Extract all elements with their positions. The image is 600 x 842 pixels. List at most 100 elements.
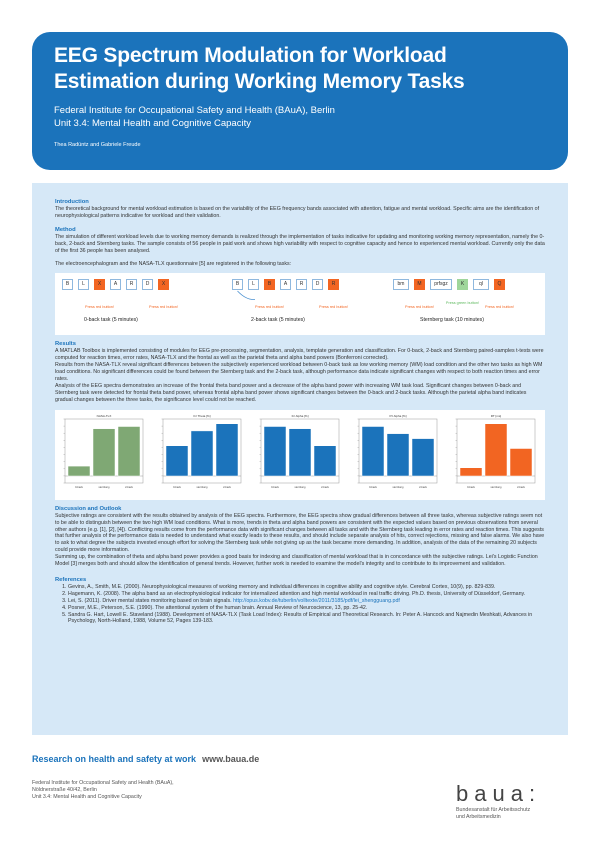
arrow — [237, 291, 255, 301]
reference-4: Posner, M.E., Peterson, S.E. (1990). The… — [68, 605, 545, 612]
task-stimulus: R — [126, 279, 137, 291]
x-tick-label: sternberg — [295, 485, 307, 489]
address-line-3: Unit 3.4: Mental Health and Cognitive Ca… — [32, 794, 142, 800]
x-tick-label: sternberg — [491, 485, 503, 489]
title-line-2: Estimation during Working Memory Tasks — [54, 70, 465, 93]
unit: Unit 3.4: Mental Health and Cognitive Ca… — [54, 118, 251, 129]
poster-title: EEG Spectrum Modulation for Workload Esti… — [54, 43, 546, 95]
introduction-heading: Introduction — [55, 199, 89, 205]
bar-0-back — [67, 465, 91, 476]
x-tick-label: 0-back — [173, 485, 181, 489]
results-p3: Analysis of the EEG spectra demonstrates… — [55, 382, 527, 403]
bar-0-back — [263, 425, 287, 476]
chart-title: Fz Alpha [%] — [292, 414, 309, 418]
discussion-p1: Subjective ratings are consistent with t… — [55, 512, 545, 554]
chart-title: Pz Alpha [%] — [389, 414, 406, 418]
slogan-text: Research on health and safety at work — [32, 754, 197, 764]
chart-title: NASA-TLX — [97, 414, 112, 418]
task-stimulus: X — [94, 279, 105, 291]
results-p2: Results from the NASA-TLX reveal signifi… — [55, 362, 543, 383]
title-line-1: EEG Spectrum Modulation for Workload — [54, 44, 447, 67]
task-stimulus: K — [457, 279, 468, 291]
press-instruction: Press red button! — [149, 305, 178, 310]
reference-2: Hagemann, K. (2008). The alpha band as a… — [68, 591, 545, 598]
task-label: 2-back task (5 minutes) — [251, 317, 305, 324]
discussion-p2: Summing up, the combination of theta and… — [55, 554, 538, 568]
authors: Thea Radüntz and Gabriele Freude — [54, 142, 141, 148]
reference-5: Sandra G. Hart, Lowell E. Staveland (198… — [68, 612, 545, 626]
logo-subtitle-2: und Arbeitsmedizin — [456, 814, 501, 820]
x-tick-label: 0-back — [369, 485, 377, 489]
x-tick-label: 2-back — [517, 485, 525, 489]
task-stimulus: bm — [393, 279, 409, 291]
address-line-1: Federal Institute for Occupational Safet… — [32, 780, 174, 786]
website-link[interactable]: www.baua.de — [202, 754, 260, 764]
task-stimulus: D — [142, 279, 153, 291]
bar-sternberg — [484, 423, 508, 476]
task-stimulus: B — [264, 279, 275, 291]
discussion-heading: Discussion and Outlook — [55, 505, 122, 512]
chart-title: Fz Theta [%] — [194, 414, 211, 418]
task-stimulus: R — [328, 279, 339, 291]
method-text-2: The electroencephalogram and the NASA-TL… — [55, 260, 292, 267]
bar-0-back — [361, 425, 385, 476]
task-stimulus: B — [62, 279, 73, 291]
address-line-2: Nöldnerstraße 40/42, Berlin — [32, 787, 97, 793]
poster-body: Introduction The theoretical background … — [32, 183, 568, 735]
press-instruction: Press green button! — [445, 301, 480, 306]
task-stimulus: L — [248, 279, 259, 291]
reference-3-text: Lei, S. (2011). Driver mental states mon… — [68, 597, 232, 604]
press-instruction: Press red button! — [255, 305, 284, 310]
bar-sternberg — [190, 430, 214, 476]
references-heading: References — [55, 576, 87, 583]
task-stimulus: ql — [473, 279, 489, 291]
bar-2-back — [509, 447, 533, 476]
press-instruction: Press red button! — [85, 305, 114, 310]
task-stimulus: Q — [494, 279, 505, 291]
results-charts: NASA-TLX 0-back sternberg 2-back Fz Theta [%… — [55, 409, 545, 500]
press-instruction: Press red button! — [319, 305, 348, 310]
bar-2-back — [215, 423, 239, 476]
poster-header: EEG Spectrum Modulation for Workload Esti… — [32, 32, 568, 170]
institute: Federal Institute for Occupational Safet… — [54, 105, 335, 116]
task-stimulus: prfsgz — [430, 279, 452, 291]
charts-svg: NASA-TLX 0-back sternberg 2-back Fz Theta [%… — [63, 414, 536, 489]
reference-3: Lei, S. (2011). Driver mental states mon… — [68, 598, 545, 605]
x-tick-label: sternberg — [99, 485, 111, 489]
bar-sternberg — [288, 428, 312, 476]
task-stimulus: M — [414, 279, 425, 291]
x-tick-label: 0-back — [75, 485, 83, 489]
logo-subtitle-1: Bundesanstalt für Arbeitsschutz — [456, 807, 531, 813]
press-instruction: Press red button! — [485, 305, 514, 310]
poster-footer: Research on health and safety at work www… — [32, 754, 568, 820]
x-tick-label: 2-back — [125, 485, 133, 489]
slogan: Research on health and safety at work www… — [32, 754, 568, 764]
method-text: The simulation of different workload lev… — [55, 233, 545, 254]
task-diagram: B L X A R D X Press red button! Press red button… — [55, 273, 545, 336]
reference-3-link[interactable]: http://opus.kobv.de/tuberlin/volltexte/2… — [233, 597, 400, 604]
task-label: 0-back task (5 minutes) — [84, 317, 138, 324]
logo-wordmark: baua: — [456, 781, 542, 806]
task-stimulus: A — [110, 279, 121, 291]
x-tick-label: 0-back — [467, 485, 475, 489]
bar-0-back — [165, 445, 189, 476]
task-stimulus: D — [312, 279, 323, 291]
x-tick-label: 2-back — [419, 485, 427, 489]
results-p1: A MATLAB Toolbox is implemented consisti… — [55, 348, 544, 362]
task-stimulus: A — [280, 279, 291, 291]
task-stimulus: L — [78, 279, 89, 291]
method-heading: Method — [55, 226, 76, 233]
reference-list: Gevins, A., Smith, M.E. (2000). Neurophy… — [55, 584, 545, 625]
chart-title: RT [ms] — [491, 414, 502, 418]
press-instruction: Press red button! — [405, 305, 434, 310]
task-label: Sternberg task (10 minutes) — [420, 317, 485, 324]
address: Federal Institute for Occupational Safet… — [32, 780, 568, 801]
bar-2-back — [117, 425, 141, 476]
two-back-arrows — [237, 291, 255, 301]
x-tick-label: 0-back — [271, 485, 279, 489]
bar-sternberg — [92, 428, 116, 476]
x-tick-label: sternberg — [197, 485, 209, 489]
bar-sternberg — [386, 433, 410, 476]
reference-1: Gevins, A., Smith, M.E. (2000). Neurophy… — [68, 584, 545, 591]
bar-0-back — [459, 467, 483, 476]
